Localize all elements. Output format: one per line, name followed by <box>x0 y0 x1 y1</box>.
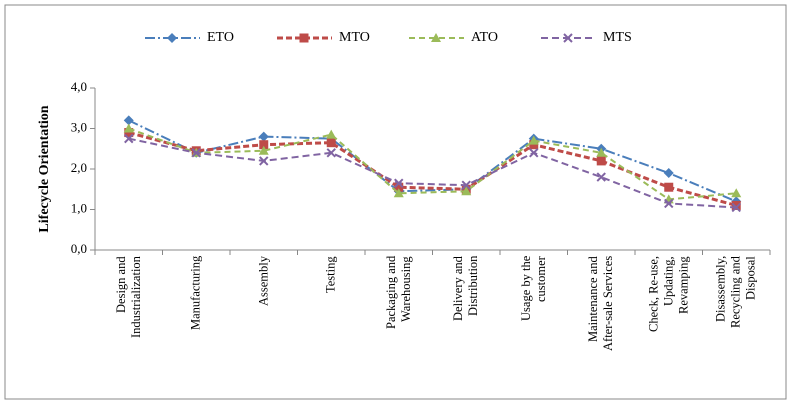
x-tick-label: Usage by the customer <box>518 256 548 322</box>
series-line <box>128 137 737 209</box>
series-line <box>128 131 737 207</box>
y-axis-title: Lifecycle Orientation <box>37 105 52 232</box>
marker <box>394 178 404 188</box>
series-line <box>128 119 737 203</box>
marker <box>529 140 539 150</box>
marker <box>326 148 336 158</box>
marker <box>596 147 607 157</box>
x-tick-label: Delivery and Distribution <box>451 256 481 321</box>
y-tick-label: 2,0 <box>71 160 87 175</box>
x-tick-label: Assembly <box>256 256 271 306</box>
marker <box>191 148 201 158</box>
marker <box>394 182 404 192</box>
legend-label: MTS <box>603 30 632 45</box>
marker <box>731 202 741 213</box>
y-tick-label: 4,0 <box>71 79 87 94</box>
marker <box>123 123 134 133</box>
series-line <box>128 127 737 201</box>
marker <box>663 168 674 179</box>
chart-frame <box>4 4 787 400</box>
marker <box>731 188 742 198</box>
x-tick-label: Disassembly, Recycling and Disposal <box>713 256 758 328</box>
legend-label: MTO <box>339 30 370 45</box>
marker <box>393 188 404 198</box>
marker <box>299 33 309 43</box>
marker <box>124 133 134 144</box>
marker <box>258 145 269 155</box>
marker <box>664 182 674 192</box>
y-tick-label: 1,0 <box>71 200 87 215</box>
marker <box>259 140 269 150</box>
marker <box>258 131 269 142</box>
marker <box>529 148 539 158</box>
marker <box>731 200 741 210</box>
y-tick-label: 0,0 <box>71 241 87 256</box>
marker <box>596 156 606 166</box>
marker <box>596 172 606 182</box>
marker <box>259 156 269 166</box>
marker <box>326 138 336 148</box>
marker <box>123 115 134 126</box>
x-tick-label: Design and Industrialization <box>113 256 143 338</box>
x-tick-label: Check, Re-use, Updating, Revamping <box>646 256 691 333</box>
marker <box>461 186 472 196</box>
marker <box>326 129 337 139</box>
x-tick-label: Maintenance and After-sale Services <box>586 256 616 352</box>
marker <box>528 135 539 145</box>
marker <box>664 198 674 209</box>
legend-label: ETO <box>207 30 234 45</box>
y-tick-label: 3,0 <box>71 119 87 134</box>
x-tick-label: Packaging and Warehousing <box>383 256 413 330</box>
marker <box>461 180 471 190</box>
marker <box>124 128 134 138</box>
x-tick-label: Testing <box>323 256 338 293</box>
marker <box>167 33 177 43</box>
marker <box>431 33 441 42</box>
marker <box>563 33 573 43</box>
x-tick-label: Manufacturing <box>188 256 203 331</box>
legend-label: ATO <box>471 30 498 45</box>
